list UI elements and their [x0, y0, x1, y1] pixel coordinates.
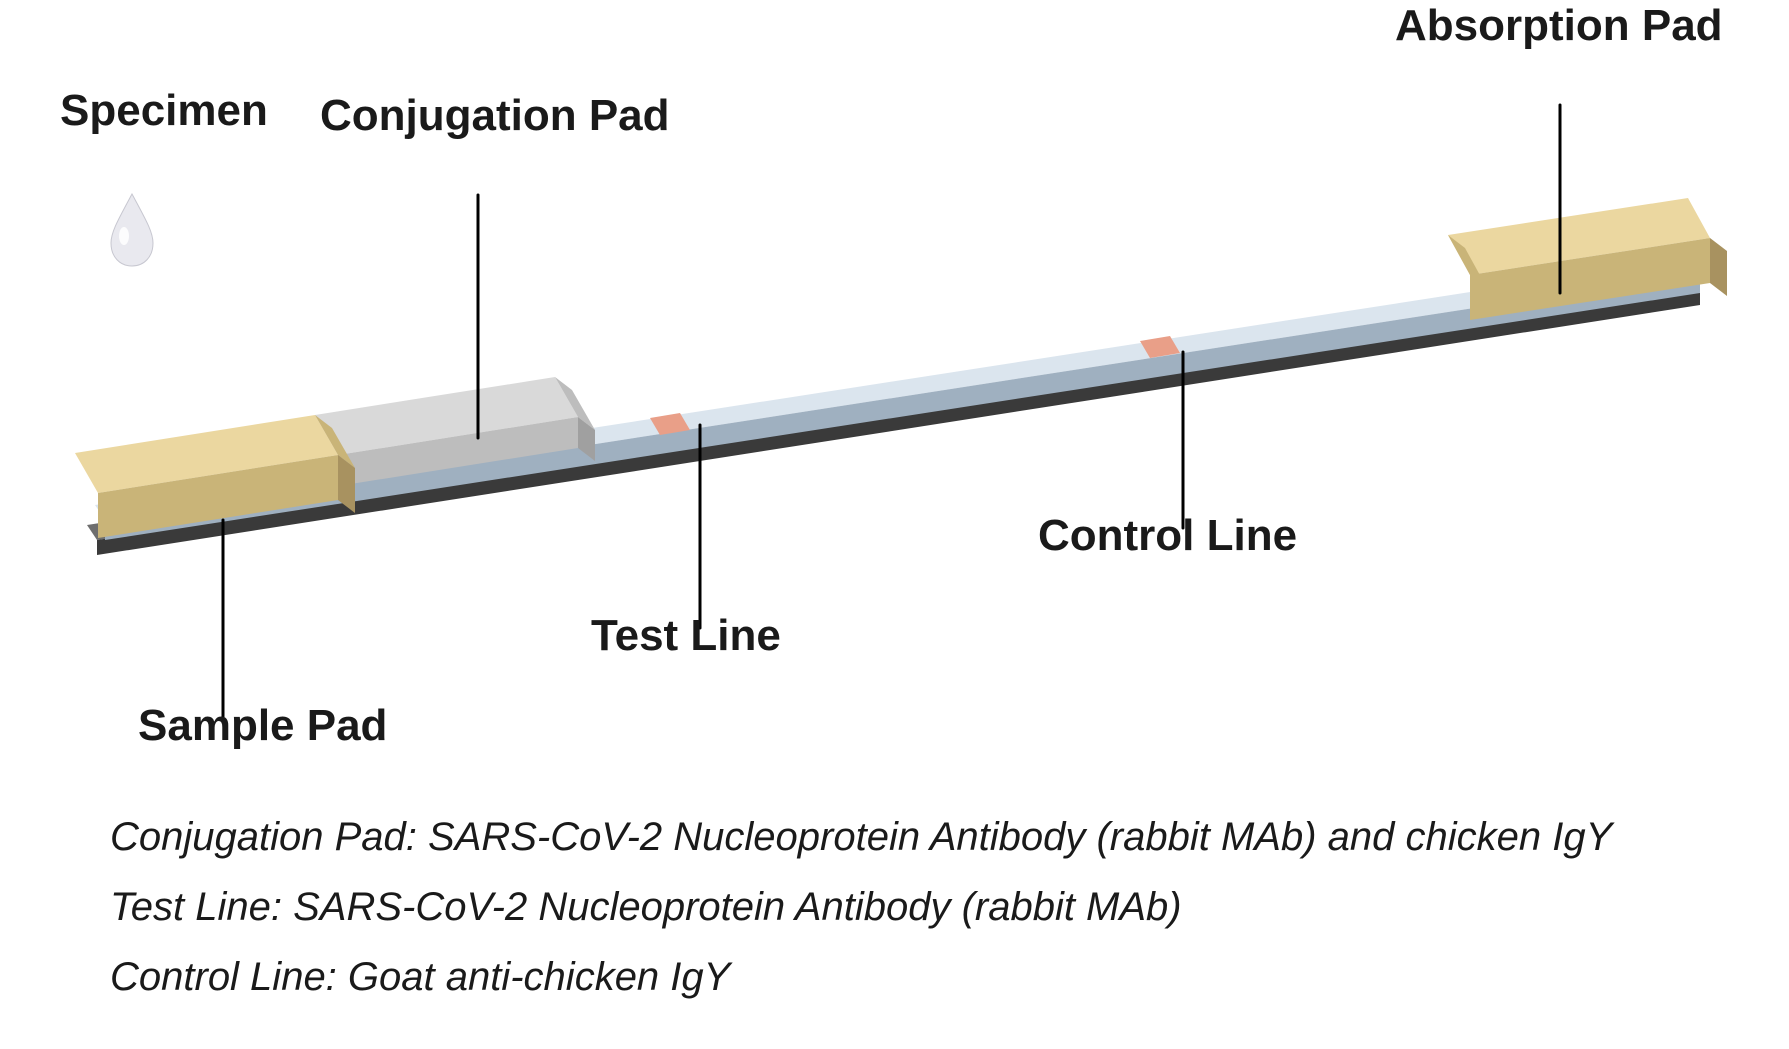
label-control-line: Control Line	[1038, 511, 1297, 561]
label-conjugation-pad: Conjugation Pad	[320, 91, 670, 141]
specimen-drop-icon	[111, 194, 153, 266]
absorption-pad-side	[1710, 238, 1727, 296]
label-test-line: Test Line	[591, 611, 781, 661]
drop-body	[111, 194, 153, 266]
label-sample-pad: Sample Pad	[138, 701, 387, 751]
diagram-stage: Specimen Conjugation Pad Absorption Pad …	[0, 0, 1789, 1049]
caption-testline: Test Line: SARS-CoV-2 Nucleoprotein Anti…	[110, 885, 1182, 930]
caption-conjugation: Conjugation Pad: SARS-CoV-2 Nucleoprotei…	[110, 815, 1612, 860]
caption-controlline: Control Line: Goat anti-chicken IgY	[110, 955, 730, 1000]
drop-highlight	[119, 227, 129, 245]
label-specimen: Specimen	[60, 86, 268, 136]
label-absorption-pad: Absorption Pad	[1395, 1, 1723, 51]
